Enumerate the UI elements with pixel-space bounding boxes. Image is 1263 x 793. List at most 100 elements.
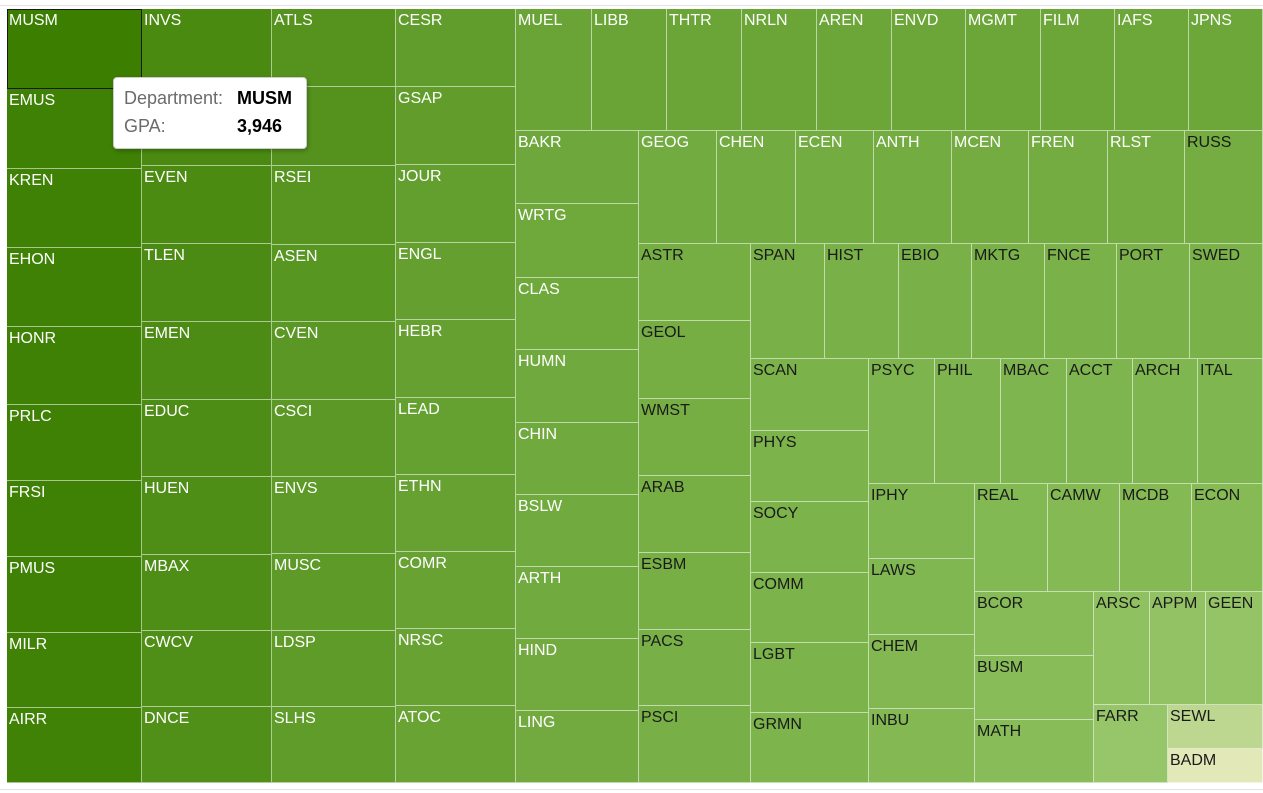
treemap-cell[interactable]: CAMW	[1048, 484, 1120, 592]
treemap-cell[interactable]: MKTG	[972, 244, 1045, 359]
treemap-cell[interactable]: ACCT	[1067, 359, 1133, 484]
treemap-cell[interactable]: WMST	[639, 399, 751, 476]
treemap-cell[interactable]: PMUS	[7, 557, 142, 633]
treemap-cell[interactable]: WRTG	[516, 204, 639, 278]
treemap-cell[interactable]: MATH	[975, 720, 1094, 783]
treemap-cell[interactable]: GEEN	[1206, 592, 1263, 705]
treemap-cell[interactable]: SEWL	[1168, 705, 1263, 749]
treemap-cell[interactable]: ARTH	[516, 567, 639, 639]
treemap-cell[interactable]: RSEI	[272, 166, 396, 245]
treemap-cell[interactable]: SWED	[1190, 244, 1263, 359]
treemap-cell[interactable]: EVEN	[142, 166, 272, 244]
treemap-cell[interactable]: FREN	[1029, 131, 1108, 244]
treemap-cell[interactable]: ARSC	[1094, 592, 1150, 705]
treemap-cell[interactable]: ESBM	[639, 553, 751, 630]
treemap-cell[interactable]: LIBB	[592, 9, 667, 131]
treemap-cell[interactable]: LEAD	[396, 398, 516, 475]
treemap-cell[interactable]: HIST	[825, 244, 899, 359]
treemap-cell[interactable]: COMR	[396, 552, 516, 629]
treemap-cell[interactable]: SCAN	[751, 359, 869, 431]
treemap-cell[interactable]: CSCI	[272, 400, 396, 477]
treemap-cell[interactable]: CHEN	[717, 131, 796, 244]
treemap-cell[interactable]: EMUS	[7, 89, 142, 169]
treemap-cell[interactable]: EMEN	[142, 322, 272, 400]
treemap-cell[interactable]: GSAP	[396, 87, 516, 165]
treemap-cell[interactable]: TLEN	[142, 244, 272, 322]
treemap-cell[interactable]: ARCH	[1133, 359, 1198, 484]
treemap-cell[interactable]: CVEN	[272, 322, 396, 400]
treemap-cell[interactable]: BAKR	[516, 131, 639, 204]
treemap-cell[interactable]: HUMN	[516, 350, 639, 423]
treemap-cell[interactable]: MCDB	[1120, 484, 1192, 592]
treemap-cell[interactable]: EHON	[7, 248, 142, 327]
treemap-cell[interactable]: EDUC	[142, 400, 272, 477]
treemap-cell[interactable]: LDSP	[272, 631, 396, 707]
treemap-cell[interactable]: ECON	[1192, 484, 1263, 592]
treemap-cell[interactable]: PACS	[639, 630, 751, 706]
treemap-cell[interactable]: BCOR	[975, 592, 1094, 656]
treemap-cell[interactable]: MILR	[7, 633, 142, 708]
treemap-cell[interactable]: CHEM	[869, 635, 975, 709]
treemap-cell[interactable]: ETHN	[396, 475, 516, 552]
treemap-cell[interactable]: PSYC	[869, 359, 935, 484]
treemap-cell[interactable]: IPHY	[869, 484, 975, 559]
treemap-cell[interactable]: THTR	[667, 9, 742, 131]
treemap-cell[interactable]: FNCE	[1045, 244, 1117, 359]
treemap-cell[interactable]: GRMN	[751, 713, 869, 783]
treemap-cell[interactable]: MGMT	[966, 9, 1041, 131]
treemap-cell[interactable]: BUSM	[975, 656, 1094, 720]
treemap-cell[interactable]: NRSC	[396, 629, 516, 706]
treemap-cell[interactable]: MUEL	[516, 9, 592, 131]
treemap-cell[interactable]: MBAC	[1001, 359, 1067, 484]
treemap-cell[interactable]: APPM	[1150, 592, 1206, 705]
treemap-cell[interactable]: PHYS	[751, 431, 869, 502]
treemap-cell[interactable]: REAL	[975, 484, 1048, 592]
treemap-cell[interactable]: CLAS	[516, 278, 639, 350]
treemap-cell[interactable]: ARAB	[639, 476, 751, 553]
treemap-cell[interactable]: KREN	[7, 169, 142, 248]
treemap-cell[interactable]: JOUR	[396, 165, 516, 243]
treemap-cell[interactable]: LGBT	[751, 643, 869, 713]
treemap-cell[interactable]: AREN	[817, 9, 892, 131]
treemap-cell[interactable]: MBAX	[142, 555, 272, 631]
treemap-cell[interactable]: SPAN	[751, 244, 825, 359]
treemap-cell[interactable]: HONR	[7, 327, 142, 405]
treemap-cell[interactable]: ENVS	[272, 477, 396, 554]
treemap-cell[interactable]: ATOC	[396, 706, 516, 783]
treemap-cell[interactable]: EBIO	[899, 244, 972, 359]
treemap-cell[interactable]: PORT	[1117, 244, 1190, 359]
treemap-cell[interactable]: FRSI	[7, 481, 142, 557]
treemap-cell[interactable]: FARR	[1094, 705, 1168, 783]
treemap-cell[interactable]: LAWS	[869, 559, 975, 635]
treemap-cell[interactable]: MUSM	[7, 9, 142, 89]
treemap-cell[interactable]: ASTR	[639, 244, 751, 321]
treemap-cell[interactable]: ECEN	[796, 131, 874, 244]
treemap-cell[interactable]: RLST	[1108, 131, 1185, 244]
treemap-cell[interactable]: SOCY	[751, 502, 869, 573]
treemap-cell[interactable]: PHIL	[935, 359, 1001, 484]
treemap-cell[interactable]: SLHS	[272, 707, 396, 783]
treemap-cell[interactable]: RUSS	[1185, 131, 1263, 244]
treemap-cell[interactable]: ENVD	[892, 9, 966, 131]
treemap-cell[interactable]: ATLS	[272, 9, 396, 87]
treemap-cell[interactable]: HUEN	[142, 477, 272, 555]
treemap-cell[interactable]: HEBR	[396, 320, 516, 398]
treemap-cell[interactable]: JPNS	[1189, 9, 1263, 131]
treemap-cell[interactable]: ASEN	[272, 245, 396, 322]
treemap-cell[interactable]: PRLC	[7, 405, 142, 481]
treemap-cell[interactable]: ENGL	[396, 243, 516, 320]
treemap-cell[interactable]: PSCI	[639, 706, 751, 783]
treemap-cell[interactable]: FILM	[1041, 9, 1115, 131]
treemap-cell[interactable]: GEOG	[639, 131, 717, 244]
treemap-cell[interactable]: CHIN	[516, 423, 639, 495]
treemap-cell[interactable]: IAFS	[1115, 9, 1189, 131]
treemap-cell[interactable]: COMM	[751, 573, 869, 643]
treemap-cell[interactable]: DNCE	[142, 707, 272, 783]
treemap-cell[interactable]: HIND	[516, 639, 639, 711]
treemap-cell[interactable]: LING	[516, 711, 639, 783]
treemap-cell[interactable]: GEOL	[639, 321, 751, 399]
treemap-cell[interactable]: MUSC	[272, 554, 396, 631]
treemap-cell[interactable]: ANTH	[874, 131, 952, 244]
treemap-cell[interactable]: NRLN	[742, 9, 817, 131]
treemap-cell[interactable]: CESR	[396, 9, 516, 87]
